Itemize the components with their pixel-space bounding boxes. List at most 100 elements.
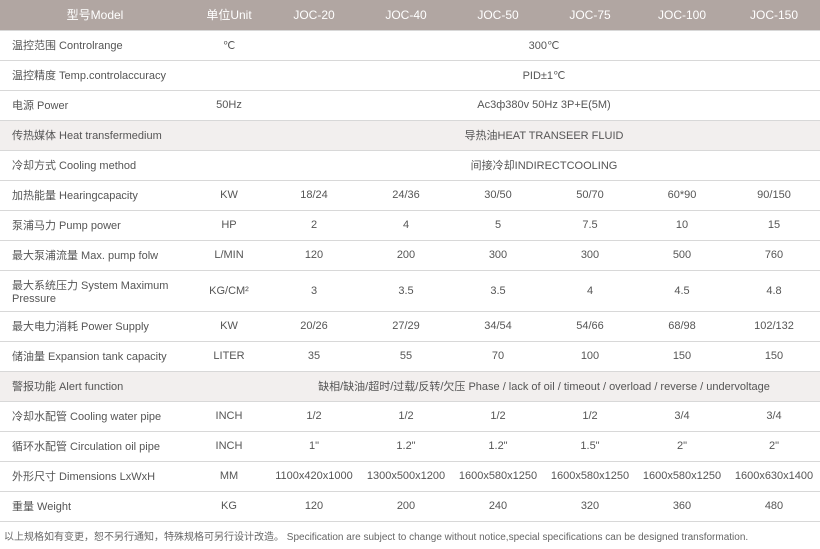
header-col: JOC-75 [544, 0, 636, 30]
row-cell: 760 [728, 240, 820, 270]
row-span-value: PID±1℃ [268, 60, 820, 90]
row-cell: 100 [544, 341, 636, 371]
row-cell: 1/2 [544, 401, 636, 431]
row-unit: LITER [190, 341, 268, 371]
row-cell: 1300x500x1200 [360, 461, 452, 491]
table-row: 最大泵浦流量 Max. pump folwL/MIN12020030030050… [0, 240, 820, 270]
row-cell: 2" [728, 431, 820, 461]
row-cell: 320 [544, 491, 636, 521]
row-cell: 4 [360, 210, 452, 240]
row-cell: 3 [268, 270, 360, 311]
row-unit: INCH [190, 401, 268, 431]
row-cell: 1.5" [544, 431, 636, 461]
table-row: 警报功能 Alert function 缺相/缺油/超时/过载/反转/欠压 Pha… [0, 371, 820, 401]
row-unit: L/MIN [190, 240, 268, 270]
header-row: 型号Model 单位Unit JOC-20 JOC-40 JOC-50 JOC-… [0, 0, 820, 30]
row-unit: KG/CM² [190, 270, 268, 311]
row-cell: 1600x580x1250 [636, 461, 728, 491]
row-span-value: 300℃ [268, 30, 820, 60]
row-cell: 90/150 [728, 180, 820, 210]
row-cell: 54/66 [544, 311, 636, 341]
table-row: 最大电力消耗 Power SupplyKW20/2627/2934/5454/6… [0, 311, 820, 341]
row-cell: 240 [452, 491, 544, 521]
spec-table: 型号Model 单位Unit JOC-20 JOC-40 JOC-50 JOC-… [0, 0, 820, 522]
row-label: 最大电力消耗 Power Supply [0, 311, 190, 341]
table-row: 重量 WeightKG120200240320360480 [0, 491, 820, 521]
row-unit: HP [190, 210, 268, 240]
row-unit: ℃ [190, 30, 268, 60]
row-span-value: 导热油HEAT TRANSEER FLUID [268, 120, 820, 150]
row-unit [190, 60, 268, 90]
row-unit [190, 120, 268, 150]
row-cell: 50/70 [544, 180, 636, 210]
header-col: JOC-150 [728, 0, 820, 30]
row-unit: KW [190, 311, 268, 341]
row-cell: 1100x420x1000 [268, 461, 360, 491]
row-cell: 30/50 [452, 180, 544, 210]
header-col: JOC-100 [636, 0, 728, 30]
row-cell: 60*90 [636, 180, 728, 210]
row-cell: 1600x630x1400 [728, 461, 820, 491]
row-label: 传热媒体 Heat transfermedium [0, 120, 190, 150]
table-row: 温控范围 Controlrange℃300℃ [0, 30, 820, 60]
row-label: 冷却方式 Cooling method [0, 150, 190, 180]
row-label: 储油量 Expansion tank capacity [0, 341, 190, 371]
row-cell: 2" [636, 431, 728, 461]
table-row: 冷却方式 Cooling method 间接冷却INDIRECTCOOLING [0, 150, 820, 180]
row-unit: KW [190, 180, 268, 210]
row-cell: 15 [728, 210, 820, 240]
header-col: JOC-50 [452, 0, 544, 30]
table-row: 泵浦马力 Pump powerHP2457.51015 [0, 210, 820, 240]
row-cell: 1" [268, 431, 360, 461]
table-row: 温控精度 Temp.controlaccuracyPID±1℃ [0, 60, 820, 90]
row-cell: 300 [452, 240, 544, 270]
row-label: 冷却水配管 Cooling water pipe [0, 401, 190, 431]
row-cell: 500 [636, 240, 728, 270]
row-cell: 1/2 [452, 401, 544, 431]
table-row: 循环水配管 Circulation oil pipeINCH1"1.2"1.2"… [0, 431, 820, 461]
row-cell: 18/24 [268, 180, 360, 210]
row-label: 外形尺寸 Dimensions LxWxH [0, 461, 190, 491]
table-row: 传热媒体 Heat transfermedium 导热油HEAT TRANSEER… [0, 120, 820, 150]
table-row: 电源 Power50HzAc3ф380v 50Hz 3P+E(5M) [0, 90, 820, 120]
row-cell: 7.5 [544, 210, 636, 240]
row-cell: 120 [268, 240, 360, 270]
table-row: 加热能量 HearingcapacityKW18/2424/3630/5050/… [0, 180, 820, 210]
row-cell: 1.2" [360, 431, 452, 461]
row-cell: 1.2" [452, 431, 544, 461]
row-cell: 300 [544, 240, 636, 270]
row-label: 警报功能 Alert function [0, 371, 190, 401]
row-label: 泵浦马力 Pump power [0, 210, 190, 240]
row-cell: 1600x580x1250 [544, 461, 636, 491]
row-cell: 120 [268, 491, 360, 521]
row-cell: 3/4 [728, 401, 820, 431]
row-cell: 35 [268, 341, 360, 371]
row-cell: 3.5 [452, 270, 544, 311]
row-cell: 1/2 [268, 401, 360, 431]
row-cell: 34/54 [452, 311, 544, 341]
row-span-value: 间接冷却INDIRECTCOOLING [268, 150, 820, 180]
row-span-value: 缺相/缺油/超时/过载/反转/欠压 Phase / lack of oil / … [268, 371, 820, 401]
row-cell: 68/98 [636, 311, 728, 341]
table-row: 外形尺寸 Dimensions LxWxHMM1100x420x10001300… [0, 461, 820, 491]
table-row: 储油量 Expansion tank capacityLITER35557010… [0, 341, 820, 371]
row-cell: 360 [636, 491, 728, 521]
row-unit: KG [190, 491, 268, 521]
table-row: 最大系统压力 System Maximum PressureKG/CM²33.5… [0, 270, 820, 311]
row-cell: 480 [728, 491, 820, 521]
row-cell: 55 [360, 341, 452, 371]
row-cell: 3.5 [360, 270, 452, 311]
row-cell: 150 [636, 341, 728, 371]
header-col: JOC-20 [268, 0, 360, 30]
row-cell: 3/4 [636, 401, 728, 431]
footnote: 以上规格如有变更，恕不另行通知，特殊规格可另行设计改造。 Specificati… [0, 522, 820, 549]
row-label: 重量 Weight [0, 491, 190, 521]
row-label: 温控范围 Controlrange [0, 30, 190, 60]
row-cell: 5 [452, 210, 544, 240]
row-cell: 10 [636, 210, 728, 240]
row-label: 电源 Power [0, 90, 190, 120]
row-cell: 4.5 [636, 270, 728, 311]
row-unit: INCH [190, 431, 268, 461]
row-cell: 2 [268, 210, 360, 240]
row-cell: 27/29 [360, 311, 452, 341]
